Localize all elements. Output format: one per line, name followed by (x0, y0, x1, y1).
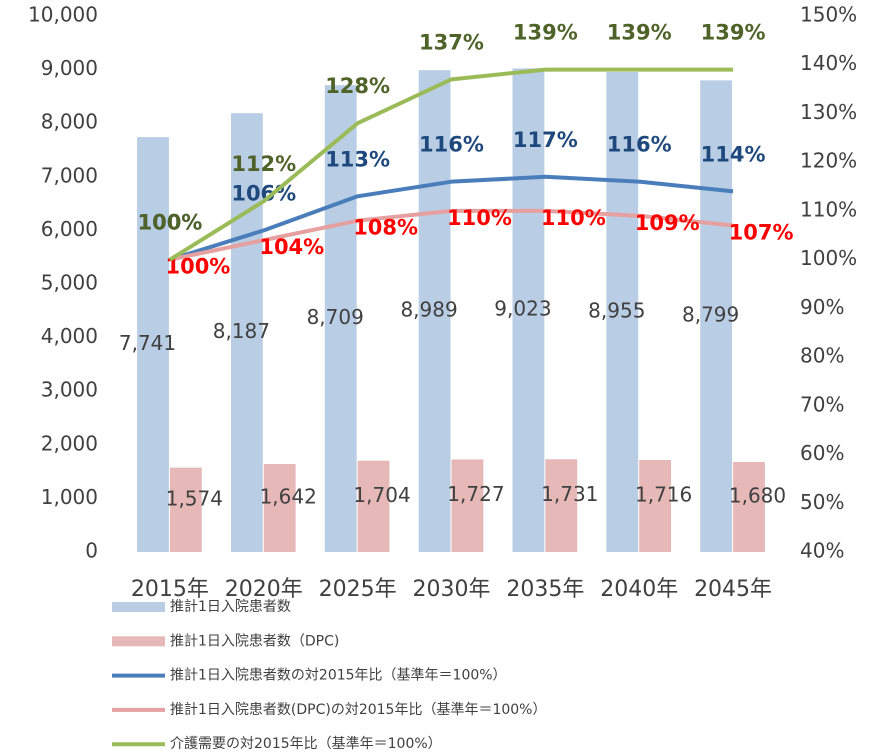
y-tick-label: 10,000 (28, 3, 98, 27)
line-value-label: 112% (231, 152, 296, 176)
bar (169, 467, 202, 552)
bar-value-label: 1,642 (260, 484, 317, 508)
y2-tick-label: 130% (800, 100, 857, 124)
line-value-label: 117% (513, 128, 578, 152)
bar-value-label: 1,574 (166, 486, 223, 510)
line-value-label: 100% (165, 255, 230, 279)
line-value-label: 114% (701, 142, 766, 166)
legend-label: 推計1日入院患者数（DPC) (170, 633, 339, 649)
legend-label: 推計1日入院患者数 (170, 599, 291, 615)
line (169, 174, 734, 262)
legend-swatch (112, 602, 165, 612)
bar (324, 85, 357, 552)
bar (733, 461, 765, 552)
bar-value-label: 8,187 (213, 319, 270, 343)
y2-tick-label: 50% (800, 490, 844, 514)
y-tick-label: 9,000 (41, 56, 98, 80)
y-tick-label: 4,000 (41, 324, 98, 348)
line-value-label: 113% (325, 147, 390, 171)
line-value-label: 137% (419, 30, 484, 54)
y-tick-label: 1,000 (41, 485, 98, 509)
bar (418, 70, 451, 552)
line-value-label: 107% (729, 221, 794, 245)
line-value-label: 139% (607, 21, 672, 45)
y2-tick-label: 100% (800, 246, 857, 270)
x-tick-label: 2015年 (131, 577, 209, 602)
y-tick-label: 3,000 (41, 378, 98, 402)
bar (230, 113, 263, 552)
line-value-label: 116% (419, 133, 484, 157)
bar-value-label: 1,731 (541, 482, 598, 506)
bar (545, 459, 578, 552)
y2-tick-label: 120% (800, 149, 857, 173)
line (168, 67, 734, 262)
line-value-label: 139% (513, 21, 578, 45)
bar-value-label: 8,955 (588, 299, 645, 323)
x-tick-label: 2045年 (694, 577, 772, 602)
y2-tick-label: 150% (800, 3, 857, 27)
bar-value-label: 1,716 (635, 483, 692, 507)
bar (700, 80, 733, 552)
bar-value-label: 9,023 (494, 297, 551, 321)
y-tick-label: 2,000 (41, 431, 98, 455)
bar (357, 460, 390, 552)
bar-value-label: 1,680 (729, 483, 786, 507)
y2-tick-label: 70% (800, 392, 844, 416)
legend-label: 推計1日入院患者数の対2015年比（基準年＝100%） (170, 667, 507, 684)
line-value-label: 109% (635, 211, 700, 235)
bar-value-label: 1,704 (353, 483, 410, 507)
line-value-label: 100% (137, 211, 202, 235)
y-tick-label: 7,000 (41, 163, 98, 187)
y2-tick-label: 60% (800, 441, 844, 465)
bar-value-label: 7,741 (119, 331, 176, 355)
y2-tick-label: 140% (800, 51, 857, 75)
bar-value-label: 8,799 (682, 303, 739, 327)
bar (451, 459, 484, 552)
line-value-label: 100% (137, 211, 202, 235)
legend-label: 介護需要の対2015年比（基準年＝100%） (170, 735, 442, 752)
bar-value-label: 8,989 (400, 298, 457, 322)
line-value-label: 104% (259, 235, 324, 259)
bar (512, 68, 545, 553)
bar (639, 460, 672, 552)
y2-tick-label: 110% (800, 197, 857, 221)
y-tick-label: 5,000 (41, 271, 98, 295)
line-value-label: 108% (353, 216, 418, 240)
y2-tick-label: 40% (800, 539, 844, 563)
line-value-label: 110% (447, 206, 512, 230)
x-tick-label: 2040年 (600, 577, 678, 602)
line-value-label: 116% (607, 133, 672, 157)
legend-label: 推計1日入院患者数(DPC)の対2015年比（基準年＝100%） (170, 701, 546, 718)
bar (263, 463, 296, 552)
y-tick-label: 6,000 (41, 217, 98, 241)
line-value-label: 110% (541, 206, 606, 230)
y-tick-label: 8,000 (41, 110, 98, 134)
x-tick-label: 2020年 (225, 577, 303, 602)
legend-swatch (112, 636, 165, 647)
x-tick-label: 2035年 (506, 577, 584, 602)
line-value-label: 139% (701, 21, 766, 45)
line-value-label: 128% (325, 74, 390, 98)
bar (137, 137, 169, 552)
bar (606, 72, 639, 553)
line (169, 208, 734, 262)
x-tick-label: 2030年 (413, 577, 491, 602)
y2-tick-label: 80% (800, 344, 844, 368)
x-tick-label: 2025年 (319, 577, 397, 602)
y-tick-label: 0 (85, 539, 98, 563)
bar-value-label: 8,709 (307, 305, 364, 329)
y2-tick-label: 90% (800, 295, 844, 319)
bar-value-label: 1,727 (447, 482, 504, 506)
